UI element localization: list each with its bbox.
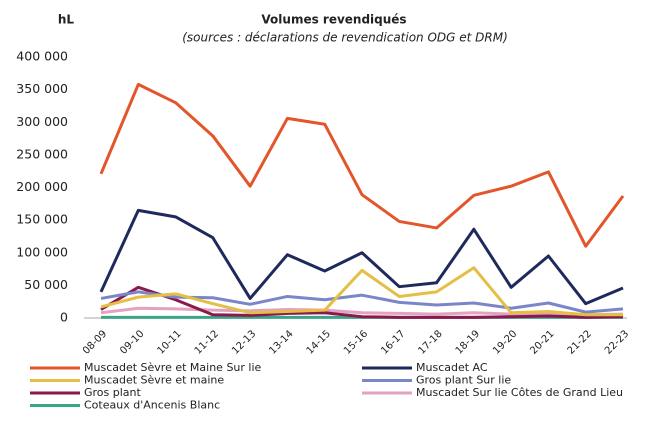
legend-label: Coteaux d'Ancenis Blanc: [84, 399, 220, 412]
x-tick-label: 08-09: [81, 328, 109, 356]
x-tick-label: 12-13: [230, 328, 258, 356]
y-tick-label: 200 000: [16, 179, 68, 194]
x-tick-label: 19-20: [491, 328, 519, 356]
y-axis-label: hL: [58, 13, 75, 27]
x-tick-label: 11-12: [193, 328, 221, 356]
x-tick-label: 20-21: [528, 328, 556, 356]
x-tick-label: 17-18: [416, 328, 444, 356]
x-tick-label: 21-22: [566, 328, 594, 356]
y-tick-label: 400 000: [16, 49, 68, 64]
y-tick-label: 50 000: [24, 277, 68, 292]
x-tick-label: 10-11: [155, 328, 183, 356]
series-line: [99, 82, 625, 248]
x-tick-label: 13-14: [267, 328, 295, 356]
series-line: [100, 285, 624, 319]
legend-label: Muscadet AC: [416, 361, 488, 374]
legend-label: Muscadet Sèvre et maine: [84, 374, 224, 387]
legend-label: Gros plant: [84, 386, 142, 399]
x-tick-label: 14-15: [305, 328, 333, 356]
y-tick-label: 0: [60, 310, 68, 325]
y-tick-label: 150 000: [16, 212, 68, 227]
y-tick-label: 250 000: [16, 146, 68, 161]
chart-subtitle: (sources : déclarations de revendication…: [182, 31, 508, 45]
x-tick-label: 15-16: [342, 328, 370, 356]
series-line: [100, 266, 623, 317]
legend-label: Muscadet Sur lie Côtes de Grand Lieu: [416, 386, 623, 399]
legend-label: Muscadet Sèvre et Maine Sur lie: [84, 361, 262, 374]
series-line: [99, 208, 624, 306]
y-tick-label: 100 000: [16, 244, 68, 259]
y-tick-label: 300 000: [16, 114, 68, 129]
legend-label: Gros plant Sur lie: [416, 374, 511, 387]
x-tick-label: 09-10: [118, 328, 146, 356]
series-line: [100, 306, 624, 317]
y-tick-label: 350 000: [16, 81, 68, 96]
x-tick-label: 22-23: [603, 328, 631, 356]
x-tick-label: 16-17: [379, 328, 407, 356]
chart-title: Volumes revendiqués: [261, 13, 406, 27]
x-tick-label: 18-19: [454, 328, 482, 356]
